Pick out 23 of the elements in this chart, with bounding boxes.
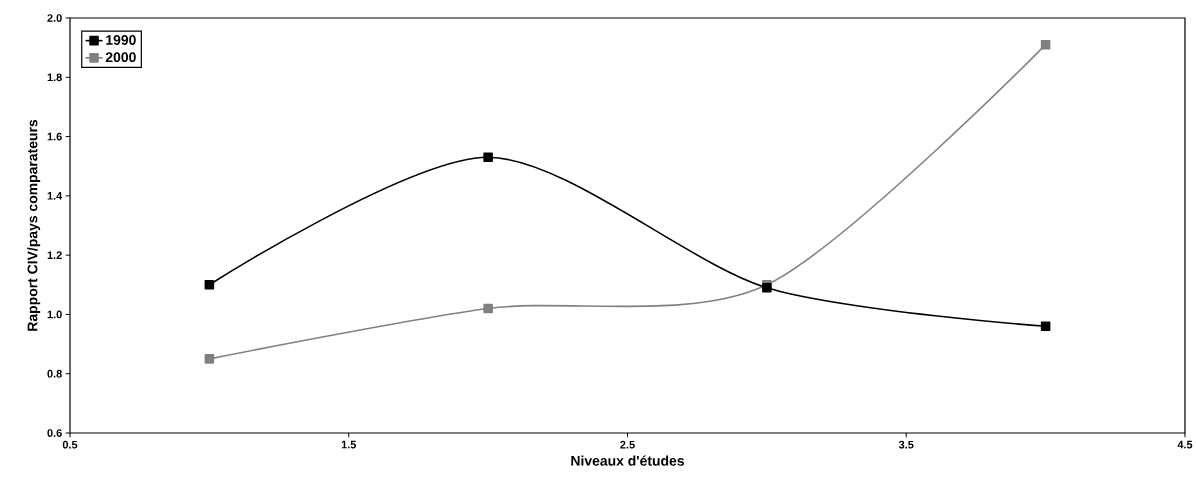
- x-tick-label: 0.5: [62, 440, 78, 449]
- y-tick-label: 1.0: [47, 310, 62, 319]
- point: [204, 354, 215, 364]
- y-tick-label: 2.0: [47, 14, 62, 22]
- y-tick-label: 1.8: [47, 73, 62, 82]
- legend-label: 1990: [106, 35, 136, 45]
- y-tick-label: 0.6: [47, 429, 62, 437]
- point: [483, 303, 493, 314]
- x-tick-label: 3.5: [898, 440, 914, 449]
- point: [1040, 39, 1051, 50]
- y-tick-label: 1.4: [47, 192, 63, 200]
- point: [204, 280, 215, 290]
- point: [1040, 321, 1051, 332]
- x-tick-label: 4.5: [1177, 440, 1193, 449]
- x-tick-label: 1.5: [341, 440, 357, 449]
- point: [483, 152, 493, 163]
- x-tick-label: 2.5: [620, 440, 635, 449]
- y-axis-title: Rapport CIV/pays comparateurs: [27, 119, 41, 331]
- y-tick-label: 1.6: [47, 132, 62, 141]
- legend-label: 2000: [105, 52, 136, 63]
- x-axis-title: Niveaux d'études: [571, 455, 684, 466]
- y-tick-label: 0.8: [47, 369, 62, 378]
- y-tick-label: 1.2: [47, 251, 62, 259]
